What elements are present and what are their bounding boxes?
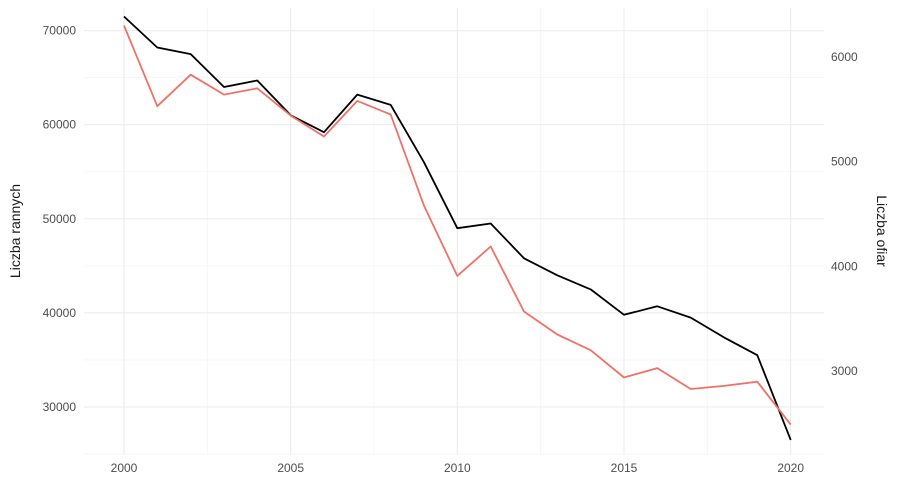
- y-left-tick-label: 70000: [43, 24, 77, 38]
- y-right-axis-title: Liczba ofiar: [874, 195, 890, 267]
- y-left-tick-label: 50000: [43, 212, 77, 226]
- y-left-tick-label: 60000: [43, 118, 77, 132]
- y-right-tick-label: 4000: [831, 259, 858, 273]
- series: [123, 15, 792, 441]
- x-tick-label: 2005: [277, 461, 304, 475]
- y-left-tick-label: 30000: [43, 400, 77, 414]
- x-tick-label: 2020: [777, 461, 804, 475]
- y-left-axis-title: Liczba rannych: [7, 184, 23, 278]
- x-tick-label: 2015: [611, 461, 638, 475]
- x-axis-ticks: 2000 2005 2010 2015 2020: [111, 461, 805, 475]
- y-right-axis-ticks: 3000 4000 5000 6000: [831, 50, 858, 378]
- y-right-tick-label: 3000: [831, 364, 858, 378]
- y-right-tick-label: 6000: [831, 50, 858, 64]
- y-left-tick-label: 40000: [43, 306, 77, 320]
- y-left-axis-ticks: 30000 40000 50000 60000 70000: [43, 24, 77, 414]
- series-line-left-axis: [123, 15, 792, 441]
- x-tick-label: 2000: [111, 461, 138, 475]
- y-right-tick-label: 5000: [831, 155, 858, 169]
- series-line-right-axis: [123, 25, 792, 426]
- x-tick-label: 2010: [444, 461, 471, 475]
- grid: [84, 8, 824, 455]
